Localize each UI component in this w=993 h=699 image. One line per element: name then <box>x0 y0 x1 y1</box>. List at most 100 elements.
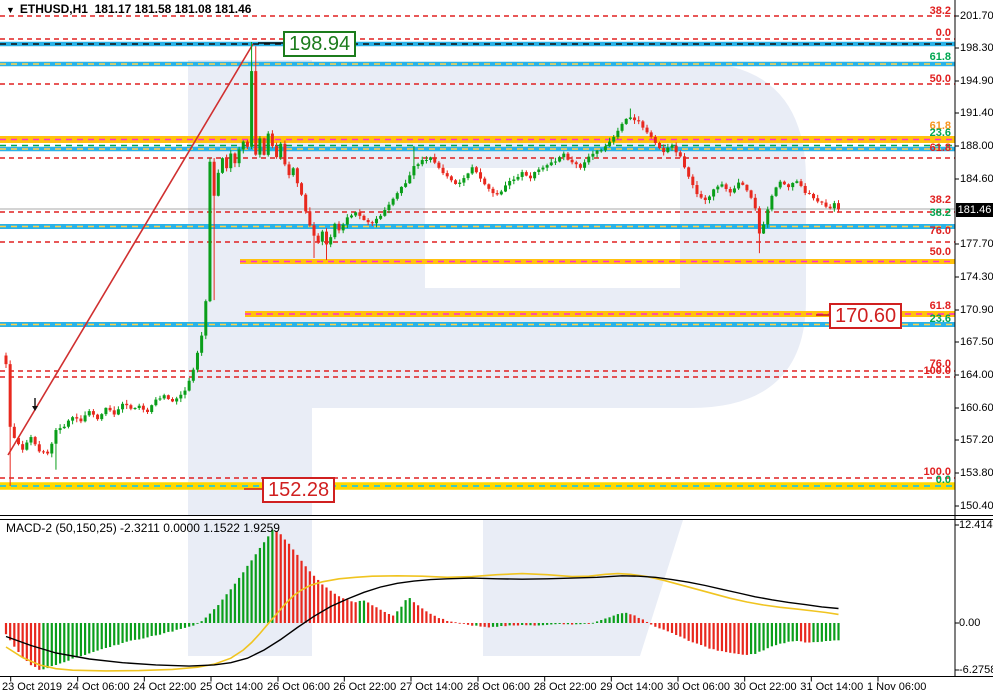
macd-bar <box>820 623 823 642</box>
trend-line-layer[interactable] <box>7 43 254 456</box>
candlestick <box>58 428 62 431</box>
time-axis-scale[interactable] <box>0 677 993 699</box>
candlestick <box>720 184 724 187</box>
candlestick <box>16 437 20 445</box>
axis-ticks <box>10 15 959 682</box>
macd-bar <box>645 621 649 623</box>
candlestick <box>549 162 553 166</box>
macd-bar <box>833 623 836 641</box>
candlestick <box>62 426 66 429</box>
macd-bar <box>754 623 757 654</box>
macd-bar <box>229 589 232 623</box>
macd-bar <box>325 587 328 623</box>
macd-bar <box>454 622 457 624</box>
candlestick <box>495 193 499 195</box>
macd-bar <box>691 623 694 643</box>
macd-bar <box>404 600 407 623</box>
macd-bar <box>546 623 549 625</box>
candlestick <box>395 193 399 199</box>
macd-bar <box>779 623 782 644</box>
candlestick <box>366 220 370 223</box>
macd-bar <box>383 611 386 623</box>
candlestick <box>66 420 70 427</box>
candlestick <box>116 409 120 415</box>
candlestick <box>466 173 470 179</box>
macd-bar <box>158 623 162 635</box>
macd-bar <box>575 623 578 625</box>
macd-bar <box>108 623 112 648</box>
candlestick <box>645 127 649 133</box>
macd-bar <box>679 623 682 637</box>
price-axis-scale[interactable] <box>955 0 993 677</box>
candlestick <box>474 167 478 173</box>
sell-arrow-icon[interactable] <box>32 398 38 411</box>
macd-bar <box>725 623 728 653</box>
macd-bar <box>75 623 78 658</box>
macd-bar <box>225 594 228 623</box>
candlestick <box>25 442 29 450</box>
macd-bar <box>262 542 266 623</box>
candlestick <box>837 203 840 210</box>
candlestick <box>333 223 337 238</box>
macd-bar <box>271 529 274 623</box>
candlestick <box>741 182 745 185</box>
macd-bar <box>42 623 45 670</box>
candlestick <box>320 231 324 242</box>
candlestick <box>449 176 453 181</box>
macd-bar <box>183 623 187 628</box>
candlestick <box>216 172 220 196</box>
candlestick <box>603 146 607 151</box>
candlestick <box>562 153 566 158</box>
candlestick <box>824 202 828 207</box>
fibonacci-bands[interactable] <box>0 41 955 490</box>
macd-bar <box>774 623 778 646</box>
candlestick <box>437 162 441 168</box>
candlestick <box>312 225 316 236</box>
macd-bar <box>59 623 62 664</box>
candlestick <box>670 145 674 148</box>
price-callout-low[interactable]: 152.28 <box>262 477 336 503</box>
macd-bar <box>629 614 632 623</box>
price-callout-high[interactable]: 198.94 <box>283 31 357 57</box>
macd-bar <box>554 623 557 625</box>
candlestick <box>54 430 58 444</box>
candlestick <box>479 172 483 179</box>
macd-bar <box>204 617 207 623</box>
macd-bar <box>433 615 436 623</box>
candlestick <box>412 166 416 176</box>
chevron-down-icon[interactable]: ▼ <box>6 5 15 15</box>
candlestick <box>245 141 249 147</box>
candlestick <box>300 183 304 195</box>
candlestick <box>175 398 179 402</box>
candlestick <box>358 212 362 216</box>
main-chart-plot-area[interactable] <box>0 0 955 515</box>
macd-bar <box>375 607 378 623</box>
macd-bar <box>79 623 83 657</box>
macd-bar <box>258 547 262 623</box>
macd-bar <box>267 536 270 623</box>
candlestick <box>441 167 445 174</box>
candlestick <box>254 71 258 155</box>
macd-bar <box>304 566 307 623</box>
price-callout-mid[interactable]: 170.60 <box>829 303 903 329</box>
candlestick <box>158 398 162 400</box>
candlestick <box>408 175 412 184</box>
candlestick <box>499 191 503 195</box>
candlestick <box>762 224 766 234</box>
candlestick <box>212 161 216 196</box>
candlestick <box>391 198 395 205</box>
candlestick <box>470 167 474 174</box>
fib-dashed-lines[interactable] <box>0 15 955 479</box>
candlestick <box>787 184 791 188</box>
macd-bar <box>242 572 245 623</box>
macd-bar <box>283 539 286 623</box>
macd-bar <box>412 602 416 623</box>
macd-bar <box>687 623 690 641</box>
trend-line[interactable] <box>7 43 254 456</box>
macd-bar <box>516 623 520 626</box>
macd-bar <box>321 584 324 623</box>
macd-bar <box>762 623 765 651</box>
macd-plot-area[interactable] <box>0 520 955 677</box>
